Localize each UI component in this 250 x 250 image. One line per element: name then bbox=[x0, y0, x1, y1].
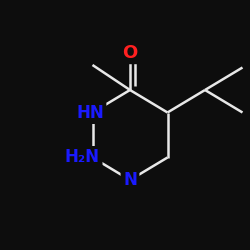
Text: O: O bbox=[122, 44, 138, 62]
Text: N: N bbox=[123, 171, 137, 189]
Text: HN: HN bbox=[76, 104, 104, 122]
Text: H₂N: H₂N bbox=[65, 148, 100, 166]
